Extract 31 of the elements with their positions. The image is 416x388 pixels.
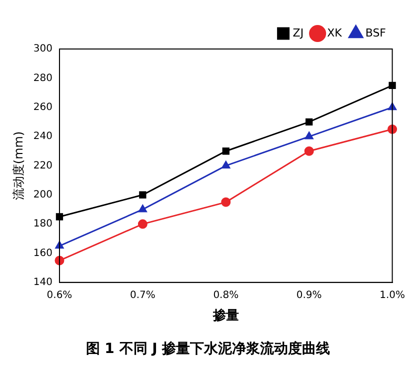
x-tick-label: 1.0% (380, 290, 405, 301)
y-tick-label: 280 (33, 72, 52, 84)
point (139, 191, 146, 198)
y-tick-label: 180 (33, 218, 52, 230)
y-tick-label: 220 (33, 160, 52, 172)
x-axis-title: 掺量 (212, 308, 239, 324)
x-tick-label: 0.8% (213, 290, 239, 301)
point (221, 197, 231, 207)
y-axis-title: 流动度(mm) (11, 131, 26, 200)
y-tick-label: 260 (33, 102, 52, 113)
legend-label: XK (327, 26, 343, 40)
y-tick-label: 240 (33, 131, 52, 142)
x-tick-label: 0.7% (130, 290, 156, 301)
point (304, 146, 314, 156)
y-tick-label: 300 (33, 44, 52, 55)
point (306, 118, 313, 126)
y-tick-label: 200 (33, 189, 52, 200)
legend-label: BSF (365, 26, 386, 40)
legend-label: ZJ (292, 26, 304, 40)
y-tick-label: 160 (33, 248, 52, 259)
point (222, 160, 230, 168)
point (304, 132, 314, 140)
x-tick-label: 0.9% (296, 290, 322, 301)
caption: 图 1 不同 J 掺量下水泥净浆流动度曲线 (84, 340, 332, 358)
point (138, 204, 147, 212)
x-tick-label: 0.6% (46, 290, 72, 301)
point (388, 82, 396, 90)
y-tick-label: 140 (33, 276, 52, 288)
point (138, 219, 148, 229)
point (222, 148, 230, 155)
point (56, 213, 64, 220)
